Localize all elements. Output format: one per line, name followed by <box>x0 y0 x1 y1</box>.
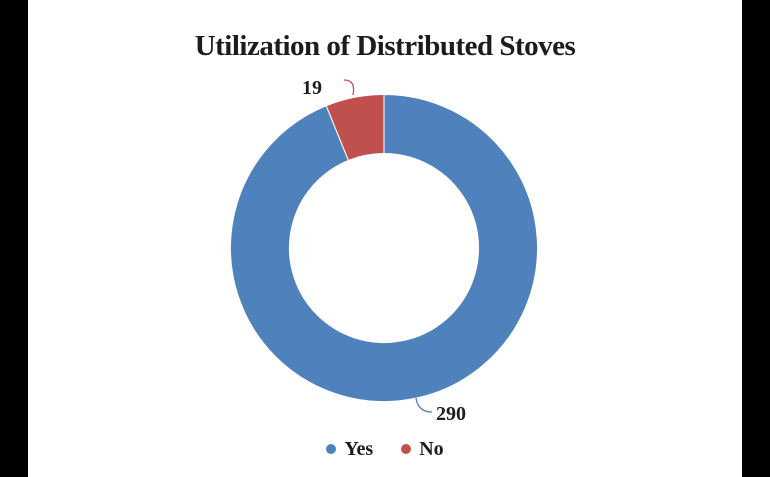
leader-line-no <box>343 79 355 96</box>
slice-yes <box>230 93 538 402</box>
donut-chart <box>230 79 538 413</box>
legend-item-yes: Yes <box>326 439 373 459</box>
legend: Yes No <box>28 439 742 459</box>
legend-item-no: No <box>401 438 444 460</box>
legend-dot-no-icon <box>401 444 412 454</box>
data-label-yes: 290 <box>436 403 466 425</box>
legend-dot-yes-icon <box>326 444 337 454</box>
chart-title: Utilization of Distributed Stoves <box>194 30 576 62</box>
leader-line-yes <box>415 397 433 413</box>
legend-label-no: No <box>419 438 444 460</box>
data-label-no: 19 <box>302 77 322 99</box>
legend-label-yes: Yes <box>344 438 374 460</box>
chart-area: Utilization of Distributed Stoves 19 290… <box>28 0 742 477</box>
